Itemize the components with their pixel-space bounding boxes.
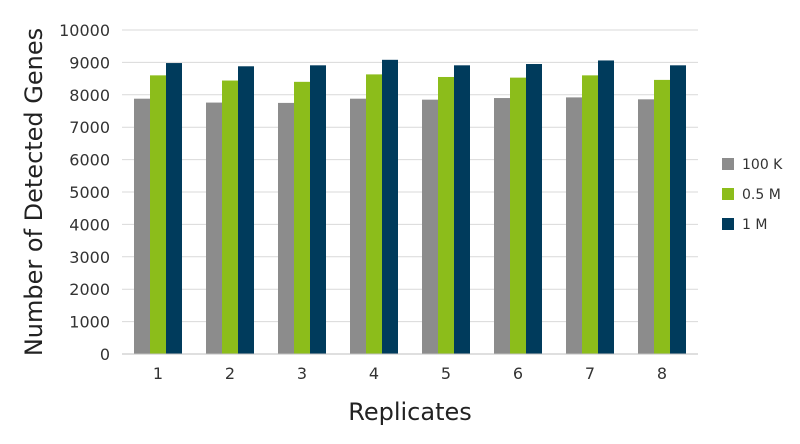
bar-100k-rep-8 [638,99,654,354]
bar-0.5m-rep-7 [582,75,598,355]
bars [134,59,686,355]
bar-100k-rep-3 [278,102,294,355]
x-tick-label: 1 [153,364,163,383]
bar-100k-rep-2 [206,102,222,355]
bar-0.5m-rep-3 [294,81,310,354]
y-tick-label: 4000 [69,215,110,234]
bar-1m-rep-4 [382,59,398,355]
legend-swatch [722,158,734,170]
legend-label: 1 M [742,217,767,233]
bar-1m-rep-2 [238,66,254,355]
y-tick-label: 9000 [69,53,110,72]
bar-0.5m-rep-1 [150,75,166,355]
y-axis-tick-labels: 0 1000 2000 3000 4000 5000 6000 7000 8000 9000 100… [59,21,110,364]
x-tick-label: 2 [225,364,235,383]
y-tick-label: 2000 [69,280,110,299]
bar-100k-rep-4 [350,98,366,354]
legend-label: 100 K [742,157,783,173]
y-tick-label: 1000 [69,313,110,332]
y-tick-label: 8000 [69,86,110,105]
bar-1m-rep-8 [670,65,686,354]
bar-100k-rep-7 [566,97,582,354]
x-axis-title: Replicates [348,398,472,426]
bar-100k-rep-1 [134,98,150,354]
bar-0.5m-rep-5 [438,76,454,354]
x-tick-label: 3 [297,364,307,383]
legend-swatch [722,188,734,200]
y-axis-title: Number of Detected Genes [20,28,48,356]
y-tick-label: 3000 [69,248,110,267]
y-tick-label: 6000 [69,151,110,170]
bar-0.5m-rep-2 [222,80,238,354]
bar-0.5m-rep-4 [366,74,382,354]
bar-1m-rep-7 [598,60,614,355]
bar-1m-rep-5 [454,65,470,354]
y-tick-label: 0 [100,345,110,364]
legend: 100 K 0.5 M 1 M [722,157,783,233]
bar-1m-rep-6 [526,64,542,355]
x-tick-label: 8 [657,364,667,383]
legend-label: 0.5 M [742,187,781,203]
y-tick-label: 7000 [69,118,110,137]
bar-100k-rep-6 [494,98,510,354]
y-tick-label: 5000 [69,183,110,202]
y-tick-label: 10000 [59,21,110,40]
bar-1m-rep-3 [310,65,326,354]
bar-0.5m-rep-8 [654,79,670,355]
x-tick-label: 7 [585,364,595,383]
bar-100k-rep-5 [422,99,438,354]
bar-0.5m-rep-6 [510,77,526,355]
legend-swatch [722,218,734,230]
x-tick-label: 6 [513,364,523,383]
bar-1m-rep-1 [166,63,182,354]
x-tick-label: 4 [369,364,379,383]
x-axis-tick-labels: 1 2 3 4 5 6 7 8 [153,364,667,383]
x-tick-label: 5 [441,364,451,383]
